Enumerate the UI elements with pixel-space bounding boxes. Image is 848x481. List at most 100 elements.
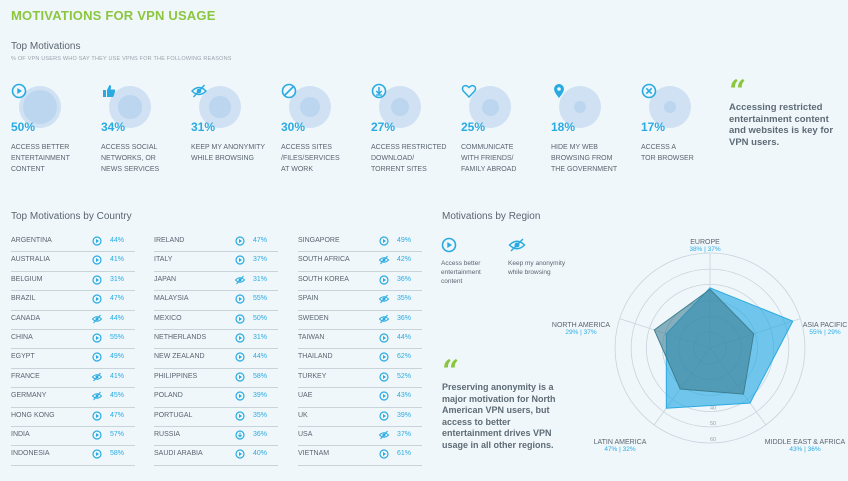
motivation-bubble-fill <box>664 101 676 113</box>
radar-region-label: NORTH AMERICA 29% | 37% <box>536 322 626 336</box>
country-name: POLAND <box>154 392 183 400</box>
country-name: INDONESIA <box>11 450 50 458</box>
region-values: 55% | 29% <box>809 329 841 336</box>
map-pin-icon <box>554 84 564 98</box>
play-icon <box>235 313 245 324</box>
eye-slash-icon <box>379 430 389 440</box>
motivation-label: COMMUNICATE WITH FRIENDS/ FAMILY ABROAD <box>461 144 517 173</box>
country-row: GERMANY 45% <box>11 387 135 408</box>
country-value: 42% <box>397 256 412 264</box>
country-name: SAUDI ARABIA <box>154 450 203 458</box>
quote-mark-icon: “ <box>442 354 460 389</box>
country-row: SOUTH KOREA 36% <box>298 271 422 292</box>
heart-icon <box>461 84 477 99</box>
country-row: UK 39% <box>298 407 422 427</box>
country-name: THAILAND <box>298 353 333 361</box>
country-value: 47% <box>110 295 125 303</box>
country-value: 44% <box>110 314 125 322</box>
play-icon <box>235 410 245 421</box>
quote-top-text: Accessing restricted entertainment conte… <box>729 102 834 148</box>
close-circle-icon <box>641 83 657 99</box>
legend-anonymity-label: Keep my anonymity while browsing <box>508 260 566 276</box>
country-row: EGYPT 49% <box>11 348 135 369</box>
region-name: NORTH AMERICA <box>551 322 611 329</box>
country-name: MEXICO <box>154 314 182 322</box>
legend-anonymity: Keep my anonymity while browsing <box>508 237 565 277</box>
country-row: BRAZIL 47% <box>11 290 135 311</box>
country-row: PHILIPPINES 58% <box>154 368 278 389</box>
play-icon <box>235 294 245 304</box>
play-icon <box>235 333 245 343</box>
country-value: 61% <box>397 450 412 458</box>
country-name: NETHERLANDS <box>154 334 207 341</box>
country-name: TAIWAN <box>298 334 325 341</box>
eye-slash-icon <box>508 238 526 252</box>
play-icon <box>379 449 389 459</box>
country-name: BRAZIL <box>11 295 36 303</box>
by-region-heading: Motivations by Region <box>442 211 541 222</box>
country-value: 47% <box>110 411 125 419</box>
motivation-percent: 30% <box>281 120 306 134</box>
play-icon <box>235 372 245 382</box>
country-name: AUSTRALIA <box>11 256 50 264</box>
region-radar-chart: 60 50 40 <box>614 252 806 444</box>
play-icon <box>235 449 245 459</box>
country-name: CANADA <box>11 314 41 322</box>
country-row: AUSTRALIA 41% <box>11 251 135 272</box>
country-value: 31% <box>253 275 268 283</box>
country-value: 49% <box>397 237 412 244</box>
country-row: POLAND 39% <box>154 387 278 408</box>
country-name: ITALY <box>154 256 173 264</box>
quote-region-text: Preserving anonymity is a major motivati… <box>442 382 556 450</box>
motivation-label: ACCESS SITES /FILES/SERVICES AT WORK <box>281 144 340 173</box>
country-name: PHILIPPINES <box>154 372 198 380</box>
country-value: 44% <box>110 237 125 244</box>
eye-slash-icon <box>379 294 389 304</box>
region-values: 47% | 32% <box>604 446 636 453</box>
by-country-heading: Top Motivations by Country <box>11 211 132 222</box>
play-icon <box>92 449 102 459</box>
country-row: FRANCE 41% <box>11 368 135 389</box>
country-name: UAE <box>298 392 313 400</box>
country-name: CHINA <box>11 334 33 341</box>
country-value: 55% <box>110 334 125 341</box>
motivation-label: ACCESS A TOR BROWSER <box>641 144 694 162</box>
motivation-label: ACCESS BETTER ENTERTAINMENT CONTENT <box>11 144 70 173</box>
country-name: PORTUGAL <box>154 411 193 419</box>
motivation-percent: 17% <box>641 120 666 134</box>
motivation-bubble-fill <box>299 96 321 118</box>
country-name: MALAYSIA <box>154 295 189 303</box>
country-name: EGYPT <box>11 353 35 361</box>
eye-slash-icon <box>191 84 207 98</box>
radar-tick-label: 50 <box>710 421 716 427</box>
country-row: SWEDEN 36% <box>298 310 422 330</box>
country-row: ARGENTINA 44% <box>11 232 135 253</box>
eye-slash-icon <box>379 256 389 265</box>
play-icon <box>235 391 245 401</box>
motivation-bubble-fill <box>23 90 57 124</box>
motivation-label: HIDE MY WEB BROWSING FROM THE GOVERNMENT <box>551 144 618 173</box>
motivation-label: ACCESS RESTRICTED DOWNLOAD/ TORRENT SITE… <box>371 144 447 173</box>
play-icon <box>235 236 245 246</box>
country-value: 37% <box>397 431 412 438</box>
radar-region-label: MIDDLE EAST & AFRICA 43% | 36% <box>755 439 848 453</box>
country-value: 47% <box>253 237 268 244</box>
country-row: UAE 43% <box>298 387 422 408</box>
country-name: ARGENTINA <box>11 237 52 244</box>
play-icon <box>379 275 389 285</box>
motivation-bubble-fill <box>118 95 142 119</box>
play-icon <box>379 410 389 421</box>
country-row: VIETNAM 61% <box>298 445 422 466</box>
country-value: 39% <box>397 411 412 419</box>
region-name: EUROPE <box>690 239 720 246</box>
country-row: SAUDI ARABIA 40% <box>154 445 278 466</box>
country-value: 35% <box>253 411 268 419</box>
country-value: 58% <box>253 372 268 380</box>
country-value: 44% <box>253 353 268 361</box>
country-name: UK <box>298 411 308 419</box>
play-icon <box>92 255 102 265</box>
country-value: 44% <box>397 334 412 341</box>
country-row: SOUTH AFRICA 42% <box>298 251 422 272</box>
quote-region: “ Preserving anonymity is a major motiva… <box>442 354 562 451</box>
motivation-percent: 34% <box>101 120 126 134</box>
